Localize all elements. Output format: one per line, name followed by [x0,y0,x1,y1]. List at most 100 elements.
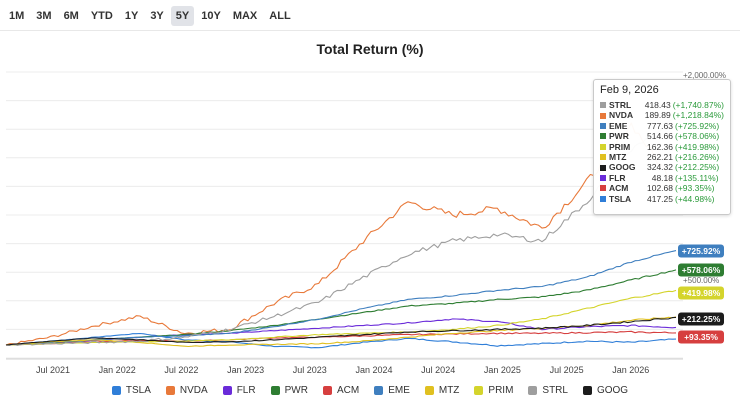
chart-title: Total Return (%) [316,41,424,57]
range-button-5y[interactable]: 5Y [170,6,195,26]
tooltip-row-eme: EME 777.63 (+725.92%) [600,121,724,131]
tooltip-row-goog: GOOG 324.32 (+212.25%) [600,162,724,172]
y-tick-label: +2,000.00% [683,71,726,80]
series-line-nvda[interactable] [5,122,677,346]
range-button-1y[interactable]: 1Y [124,10,139,22]
end-badge: +578.06% [678,263,724,277]
series-line-strl[interactable] [5,118,677,346]
tooltip-percent: (+216.26%) [675,152,720,163]
end-badge-bg [678,312,724,326]
tooltip-swatch [600,195,606,202]
x-tick-label: Jan 2026 [612,365,649,375]
tooltip-row-strl: STRL 418.43 (+1,740.87%) [600,100,724,110]
tooltip-rows: STRL 418.43 (+1,740.87%) NVDA 189.89 (+1,218.… [600,100,724,204]
tooltip-row-prim: PRIM 162.36 (+419.98%) [600,142,724,152]
legend-label: TSLA [125,385,151,396]
legend-label: FLR [236,385,256,396]
x-tick-label: Jul 2022 [164,365,198,375]
tooltip-percent: (+725.92%) [675,120,720,131]
legend-item-flr[interactable]: FLR [222,385,256,396]
range-button-3m[interactable]: 3M [36,10,52,22]
tooltip-swatch [600,102,606,109]
x-tick-label: Jan 2023 [227,365,264,375]
legend-swatch [111,386,121,395]
legend-item-nvda[interactable]: NVDA [165,385,208,396]
legend-label: NVDA [179,385,208,396]
range-button-max[interactable]: MAX [232,10,258,22]
legend-item-eme[interactable]: EME [374,385,410,396]
tooltip-row-nvda: NVDA 189.89 (+1,218.84%) [600,110,724,120]
range-button-10y[interactable]: 10Y [201,10,221,22]
end-badge-bg [678,286,724,300]
end-badge: +212.25% [678,312,724,326]
tooltip-price: 262.21 [647,152,673,163]
legend-label: PWR [284,385,308,396]
end-badge-bg [678,263,724,277]
tooltip-percent: (+44.98%) [675,193,715,204]
tooltip-percent: (+93.35%) [675,183,715,194]
x-tick-label: Jan 2022 [99,365,136,375]
legend-item-pwr[interactable]: PWR [270,385,308,396]
legend-label: ACM [336,385,360,396]
range-button-all[interactable]: ALL [269,10,291,22]
series-line-tsla[interactable] [5,332,677,349]
x-tick-label: Jul 2023 [293,365,327,375]
legend-swatch [582,386,592,395]
end-badge-label: +578.06% [682,265,721,275]
tooltip-price: 102.68 [647,183,673,194]
tooltip-price: 162.36 [647,141,673,152]
legend-label: STRL [542,385,568,396]
tooltip-symbol: STRL [609,100,632,110]
tooltip-price: 514.66 [647,131,673,142]
legend-item-prim[interactable]: PRIM [474,385,513,396]
tooltip-date: Feb 9, 2026 [600,84,659,96]
tooltip-row-flr: FLR 48.18 (+135.11%) [600,173,724,183]
legend-swatch [322,386,332,395]
legend-swatch [528,386,538,395]
range-button-6m[interactable]: 6M [63,10,79,22]
tooltip-symbol: MTZ [609,152,627,163]
legend-swatch [474,386,484,395]
range-selector: 1M 3M 6M YTD 1Y 3Y 5Y 10Y MAX ALL [4,6,296,26]
tooltip-swatch [600,164,606,171]
range-button-1m[interactable]: 1M [9,10,25,22]
legend-item-mtz[interactable]: MTZ [424,385,460,396]
legend-item-goog[interactable]: GOOG [582,385,629,396]
tooltip-symbol: NVDA [609,110,634,121]
range-button-3y[interactable]: 3Y [150,10,164,22]
range-button-ytd[interactable]: YTD [90,10,113,22]
x-tick-label: Jan 2025 [484,365,521,375]
tooltip-percent: (+1,740.87%) [672,100,724,110]
end-badge-label: +419.98% [682,288,721,298]
end-badge-bg [678,330,724,344]
legend-item-strl[interactable]: STRL [528,385,568,396]
x-tick-label: Jul 2025 [550,365,584,375]
tooltip-percent: (+212.25%) [675,162,720,173]
tooltip-swatch [600,123,606,130]
tooltip-row-tsla: TSLA 417.25 (+44.98%) [600,194,724,204]
legend-label: EME [388,385,410,396]
tooltip-symbol: PWR [609,131,629,142]
legend-item-tsla[interactable]: TSLA [111,385,151,396]
toolbar-divider [0,30,740,31]
legend-label: GOOG [596,385,629,396]
series-line-goog[interactable] [5,316,677,346]
tooltip-row-pwr: PWR 514.66 (+578.06%) [600,131,724,141]
chart-legend: TSLA NVDA FLR PWR ACM EME MTZ PRIM STRL GOOG [0,385,740,396]
tooltip-swatch [600,175,606,182]
legend-item-acm[interactable]: ACM [322,385,360,396]
legend-label: MTZ [438,385,460,396]
tooltip-swatch [600,185,606,192]
tooltip-swatch [600,133,606,140]
series-line-eme[interactable] [5,250,677,346]
x-tick-label: Jan 2024 [355,365,392,375]
legend-swatch [424,386,434,395]
tooltip-symbol: GOOG [609,162,636,173]
end-badge-bg [678,244,724,258]
tooltip-row-acm: ACM 102.68 (+93.35%) [600,183,724,193]
end-badge-label: +725.92% [682,246,721,256]
end-badge-label: +93.35% [684,332,718,342]
legend-swatch [374,386,384,395]
end-badge-label: +212.25% [682,314,721,324]
